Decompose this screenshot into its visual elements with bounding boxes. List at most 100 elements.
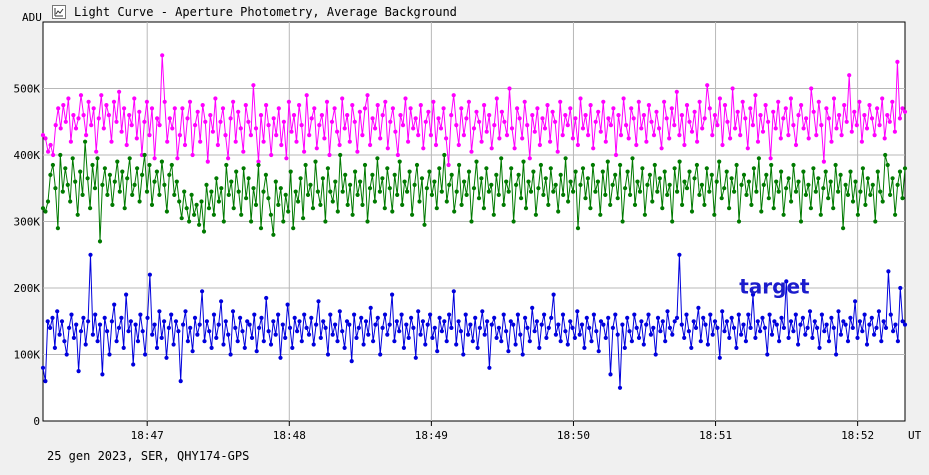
data-point (626, 136, 631, 141)
data-point (348, 182, 353, 187)
data-point (511, 322, 516, 327)
data-point (584, 315, 589, 320)
data-point (486, 189, 491, 194)
data-point (128, 319, 133, 324)
data-point (112, 179, 117, 184)
data-point (281, 219, 286, 224)
data-point (352, 119, 357, 124)
data-point (652, 162, 657, 168)
data-point (608, 372, 613, 377)
data-point (513, 342, 518, 347)
data-point (433, 142, 439, 148)
data-point (296, 199, 301, 204)
data-point (261, 139, 266, 144)
data-point (821, 159, 827, 164)
data-point (710, 332, 715, 337)
data-point (452, 209, 457, 214)
data-point (518, 332, 523, 337)
data-point (337, 309, 342, 314)
data-point (736, 219, 742, 224)
data-point (803, 332, 808, 337)
data-point (447, 182, 452, 187)
data-point (293, 189, 298, 194)
data-point (596, 109, 601, 114)
data-point (380, 113, 385, 118)
data-point (791, 329, 796, 334)
data-point (249, 219, 254, 224)
data-point (660, 206, 665, 211)
data-point (53, 186, 58, 191)
data-point (454, 123, 459, 128)
data-point (687, 169, 692, 174)
data-point (213, 96, 218, 101)
data-point (340, 189, 345, 194)
data-point (122, 206, 127, 211)
data-point (580, 166, 586, 171)
data-point (390, 106, 395, 111)
data-point (735, 109, 740, 114)
data-point (702, 116, 707, 121)
data-point (674, 315, 680, 320)
data-point (286, 209, 291, 214)
data-point (618, 133, 624, 138)
chart-window-icon[interactable] (52, 5, 66, 19)
data-point (73, 126, 79, 131)
data-point (299, 123, 304, 128)
window-title: Light Curve - Aperture Photometry, Avera… (74, 5, 457, 19)
data-point (368, 305, 373, 310)
data-point (853, 179, 858, 184)
data-point (868, 192, 873, 197)
data-point (484, 166, 489, 171)
data-point (891, 329, 896, 334)
data-point (734, 345, 739, 350)
data-point (522, 99, 527, 104)
data-point (314, 146, 319, 151)
data-point (497, 136, 502, 141)
data-point (779, 169, 784, 174)
data-point (385, 332, 390, 337)
data-point (315, 189, 320, 194)
data-point (537, 345, 542, 350)
data-point (541, 192, 546, 197)
data-point (135, 339, 141, 344)
data-point (439, 329, 444, 334)
data-point (107, 352, 112, 357)
data-point (751, 166, 757, 171)
data-point (786, 133, 791, 138)
data-point (418, 103, 423, 108)
data-point (323, 219, 328, 224)
data-point (441, 106, 446, 111)
x-tick-label: 18:48 (273, 429, 306, 442)
data-point (273, 179, 278, 184)
data-point (358, 179, 363, 184)
data-point (705, 83, 710, 88)
data-point (527, 156, 532, 161)
data-point (482, 332, 487, 337)
data-point (471, 126, 477, 131)
data-point (798, 219, 804, 224)
data-point (544, 335, 549, 340)
data-point (575, 309, 580, 314)
data-point (783, 106, 788, 111)
data-point (583, 196, 588, 201)
data-point (71, 335, 76, 340)
data-point (728, 136, 733, 141)
data-point (459, 106, 464, 111)
data-point (722, 186, 727, 191)
data-point (382, 206, 387, 211)
data-point (466, 332, 471, 337)
data-point (355, 192, 360, 197)
data-point (484, 129, 489, 134)
data-point (53, 123, 58, 128)
data-point (204, 182, 209, 187)
data-point (414, 162, 420, 168)
data-point (519, 196, 524, 201)
data-point (702, 202, 707, 207)
data-point (890, 176, 895, 181)
data-point (373, 322, 378, 327)
data-point (68, 199, 73, 204)
data-point (476, 196, 482, 201)
data-point (494, 172, 499, 177)
data-point (669, 106, 674, 111)
data-point (714, 179, 719, 184)
